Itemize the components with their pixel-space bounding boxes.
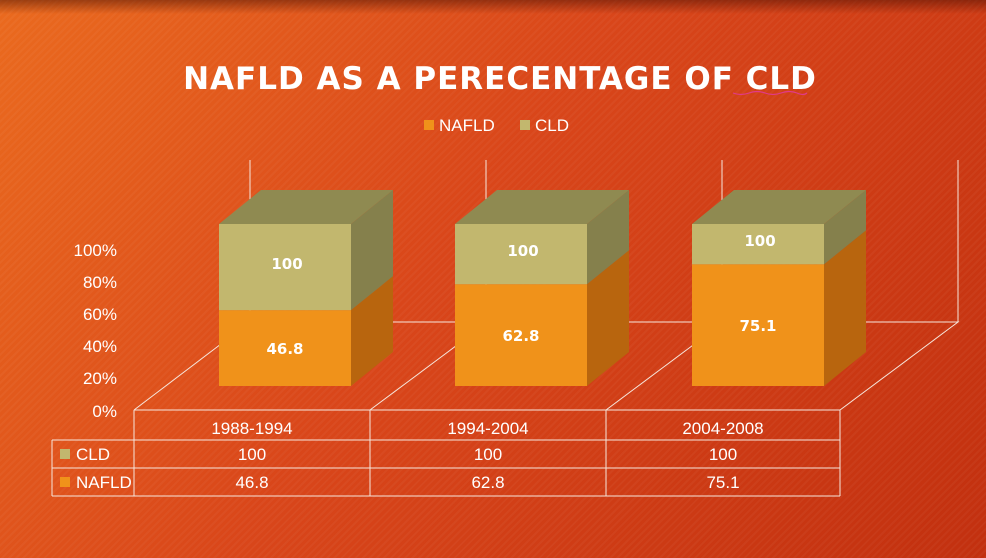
data-label-nafld: 46.8 bbox=[266, 340, 303, 358]
table-cell: 62.8 bbox=[471, 473, 504, 492]
bar-nafld-front bbox=[455, 284, 587, 386]
bar-cld-side bbox=[824, 190, 866, 265]
data-table: 1988-1994 1994-2004 2004-2008 CLD 100 100 100 N… bbox=[51, 410, 841, 497]
table-legend-swatch-cld bbox=[60, 449, 70, 459]
table-legend-swatch-nafld bbox=[60, 477, 70, 487]
y-axis: 0% 20% 40% 60% 80% 100% bbox=[74, 241, 117, 421]
table-cell: 46.8 bbox=[235, 473, 268, 492]
category-label: 2004-2008 bbox=[682, 419, 763, 438]
y-tick-label: 0% bbox=[92, 402, 117, 421]
bar-nafld-front bbox=[692, 264, 824, 386]
bar-nafld-front bbox=[219, 310, 351, 386]
data-label-cld: 100 bbox=[271, 255, 302, 273]
legend-label-nafld: NAFLD bbox=[439, 116, 495, 135]
category-label: 1994-2004 bbox=[447, 419, 528, 438]
bar-cld-front bbox=[455, 224, 587, 285]
table-cell: 75.1 bbox=[706, 473, 739, 492]
chart-title: NAFLD AS A PERECENTAGE OF CLD bbox=[183, 61, 817, 97]
bar-nafld-side bbox=[351, 276, 393, 386]
legend-swatch-cld bbox=[520, 120, 530, 130]
y-tick-label: 100% bbox=[74, 241, 117, 260]
spellcheck-underline bbox=[732, 90, 808, 96]
bar-stack-1994-2004: 62.8 100 bbox=[455, 190, 629, 386]
table-row-label-nafld: NAFLD bbox=[76, 473, 132, 492]
bar-cld-front bbox=[692, 224, 824, 265]
data-label-cld: 100 bbox=[744, 232, 775, 250]
bar-nafld-side bbox=[587, 250, 629, 386]
bar-cld-side bbox=[351, 190, 393, 311]
table-cell: 100 bbox=[474, 445, 502, 464]
bar-stack-1988-1994: 46.8 100 bbox=[219, 190, 393, 386]
data-label-nafld: 62.8 bbox=[502, 327, 539, 345]
bar-cld-top bbox=[455, 190, 629, 224]
legend-swatch-nafld bbox=[424, 120, 434, 130]
y-tick-label: 40% bbox=[83, 337, 117, 356]
bar-stack-2004-2008: 75.1 100 bbox=[692, 190, 866, 386]
legend: NAFLD CLD bbox=[424, 116, 569, 135]
category-label: 1988-1994 bbox=[211, 419, 292, 438]
bar-nafld-side bbox=[824, 230, 866, 386]
table-cell: 100 bbox=[238, 445, 266, 464]
y-tick-label: 60% bbox=[83, 305, 117, 324]
bar-cld-top bbox=[219, 190, 393, 224]
table-cell: 100 bbox=[709, 445, 737, 464]
table-row-label-cld: CLD bbox=[76, 445, 110, 464]
bar-cld-side bbox=[587, 190, 629, 285]
legend-label-cld: CLD bbox=[535, 116, 569, 135]
y-tick-label: 20% bbox=[83, 369, 117, 388]
y-tick-label: 80% bbox=[83, 273, 117, 292]
bar-cld-top bbox=[692, 190, 866, 224]
bars: 46.8 100 62.8 100 75.1 100 bbox=[219, 190, 866, 386]
data-label-cld: 100 bbox=[507, 242, 538, 260]
data-label-nafld: 75.1 bbox=[739, 317, 776, 335]
bar-cld-front bbox=[219, 224, 351, 311]
